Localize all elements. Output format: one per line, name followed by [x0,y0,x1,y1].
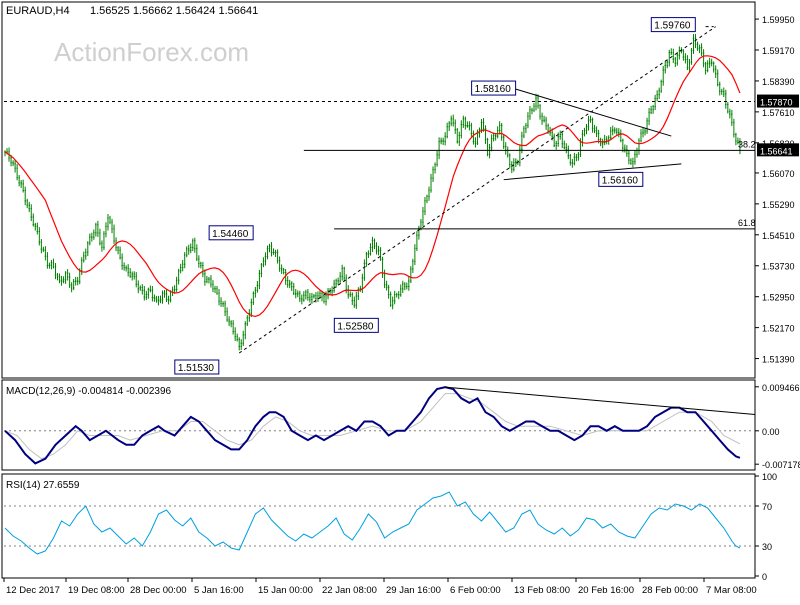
x-axis-label: 5 Jan 16:00 [194,585,244,596]
price-tag-bg [757,143,799,157]
price-axis-label: 1.53730 [762,262,795,272]
candlestick-series [4,33,741,351]
x-axis-label: 15 Jan 00:00 [258,585,313,596]
price-label-text: 1.52580 [337,321,374,332]
rsi-axis-label: 0 [762,572,767,582]
rsi-axis-label: 30 [762,542,772,552]
price-label-box [208,225,254,241]
macd-panel [1,379,756,471]
rsi-line [4,491,741,555]
macd-line [4,386,741,465]
macd-title: MACD(12,26,9) -0.004814 -0.002396 [6,386,172,397]
rsi-axis-label: 100 [762,472,777,482]
price-label-box [174,359,220,375]
price-axis-label: 1.57610 [762,108,795,118]
price-axis-label: 1.56830 [762,139,795,149]
x-axis-label: 6 Feb 00:00 [450,585,501,596]
macd-axis-label: -0.007178 [762,460,800,470]
fib-label: 61.8 [738,218,756,228]
price-axis-label: 1.52170 [762,324,795,334]
x-axis-label: 13 Feb 08:00 [514,585,570,596]
trendline [513,87,672,137]
trendline [503,163,682,181]
price-axis-label: 1.56070 [762,169,795,179]
price-axis-label: 1.54510 [762,231,795,241]
price-label-box [650,17,696,33]
rsi-title: RSI(14) 27.6559 [6,480,80,491]
rsi-axis-label: 70 [762,502,772,512]
price-panel [1,1,756,379]
price-tag-label: 1.56641 [760,146,793,156]
x-axis-label: 29 Jan 16:00 [386,585,441,596]
fib-label: 38.2 [738,139,756,149]
price-axis-label: 1.59950 [762,15,795,25]
price-label-box [598,171,644,187]
price-label-text: 1.56160 [602,175,639,186]
x-axis-label: 22 Jan 08:00 [322,585,377,596]
macd-signal-line [4,393,741,460]
macd-trendline [445,386,756,416]
x-axis-label: 20 Feb 16:00 [578,585,634,596]
x-axis-label: 19 Dec 08:00 [68,585,125,596]
price-axis-label: 1.52950 [762,293,795,303]
chart-header-ohlc: 1.56525 1.56662 1.56424 1.56641 [90,5,258,17]
price-axis-label: 1.59170 [762,46,795,56]
price-label-text: 1.54460 [212,229,249,240]
price-label-box [333,317,379,333]
moving-average-line [4,55,741,318]
price-axis-label: 1.51390 [762,355,795,365]
macd-axis-label: 0.009466 [762,383,800,393]
price-tag-label: 1.57870 [760,98,793,108]
x-axis-label: 12 Dec 2017 [6,585,60,596]
x-axis-label: 7 Mar 08:00 [706,585,757,596]
x-axis-label: 28 Dec 00:00 [130,585,187,596]
price-label-box [471,80,517,96]
trendline [238,26,716,354]
price-axis-label: 1.58390 [762,77,795,87]
watermark: ActionForex.com [54,37,249,67]
x-axis-label: 28 Feb 00:00 [642,585,698,596]
rsi-panel [1,473,756,579]
price-tag-bg [757,94,799,108]
price-axis-label: 1.55290 [762,200,795,210]
macd-axis-label: 0.00 [762,427,780,437]
chart-header-symbol: EURAUD,H4 [6,5,70,17]
price-label-text: 1.58160 [475,84,512,95]
price-label-text: 1.59760 [654,21,691,32]
price-label-text: 1.51530 [178,363,215,374]
